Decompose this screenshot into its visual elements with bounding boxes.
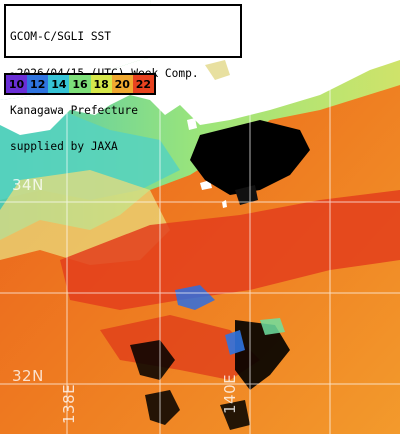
- lon-label-140e: 140E: [221, 373, 239, 414]
- cloud-north-edge: [235, 185, 258, 205]
- legend-cell-22: 22: [132, 75, 154, 93]
- cloud-south-d: [220, 400, 250, 430]
- peninsula: [205, 60, 230, 80]
- cloud-south-b: [235, 320, 290, 390]
- island: [187, 118, 197, 130]
- lat-label-32n: 32N: [12, 367, 44, 385]
- lon-label-138e: 138E: [60, 383, 78, 424]
- legend-cell-20: 20: [111, 75, 133, 93]
- cool-patch-c: [260, 318, 285, 335]
- legend-cell-14: 14: [48, 75, 70, 93]
- cool-patch-a: [175, 285, 215, 310]
- izu-island: [200, 180, 212, 190]
- warm-eddy: [100, 315, 260, 380]
- temperature-legend: 10 12 14 16 18 20 22: [4, 73, 156, 95]
- legend-cell-18: 18: [90, 75, 112, 93]
- cloud-south-a: [130, 340, 175, 380]
- legend-cell-10: 10: [6, 75, 28, 93]
- lat-label-34n: 34N: [12, 176, 44, 194]
- cloud-south-c: [145, 390, 180, 425]
- title-line-4: supplied by JAXA: [10, 140, 118, 154]
- title-box: GCOM-C/SGLI SST ~2026/04/15 (UTC) Week C…: [4, 4, 242, 153]
- legend-cell-16: 16: [69, 75, 91, 93]
- legend-cell-12: 12: [27, 75, 49, 93]
- title-line-3: Kanagawa Prefecture: [10, 103, 138, 117]
- land-honshu: [0, 0, 400, 135]
- title-line-1: GCOM-C/SGLI SST: [10, 30, 112, 44]
- kuroshio-current: [60, 190, 400, 310]
- cool-patch-b: [225, 330, 245, 355]
